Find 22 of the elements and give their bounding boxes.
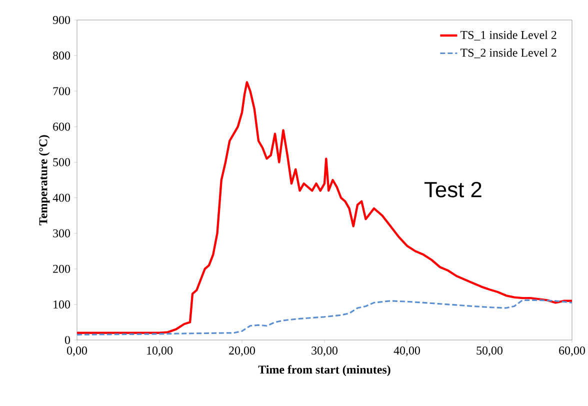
x-tick-label: 10,00 [147,346,172,356]
y-axis-title: Temperature (°C) [38,135,50,226]
x-tick-label: 0,00 [66,346,87,356]
x-axis-title: Time from start (minutes) [258,365,390,376]
annotation: Test 2 [424,182,482,198]
legend-label: TS_1 inside Level 2 [460,30,556,40]
y-tick-label: 200 [53,264,70,273]
x-tick-label: 50,00 [476,346,502,356]
y-tick-label: 900 [52,16,70,24]
x-tick-label: 60,00 [559,346,585,356]
y-tick-label: 300 [53,229,70,238]
y-tick-label: 400 [52,194,70,202]
y-tick-label: 0 [64,336,70,344]
y-tick-label: 500 [53,158,70,166]
y-tick-label: 700 [53,87,70,96]
y-tick-label: 100 [54,300,70,308]
x-tick-label: 40,00 [394,346,420,356]
x-tick-label: 20,00 [229,346,255,356]
y-tick-label: 600 [53,122,70,131]
y-tick-label: 800 [53,52,70,60]
x-tick-label: 30,00 [312,346,338,356]
legend-label: TS_2 inside Level 2 [460,48,556,58]
